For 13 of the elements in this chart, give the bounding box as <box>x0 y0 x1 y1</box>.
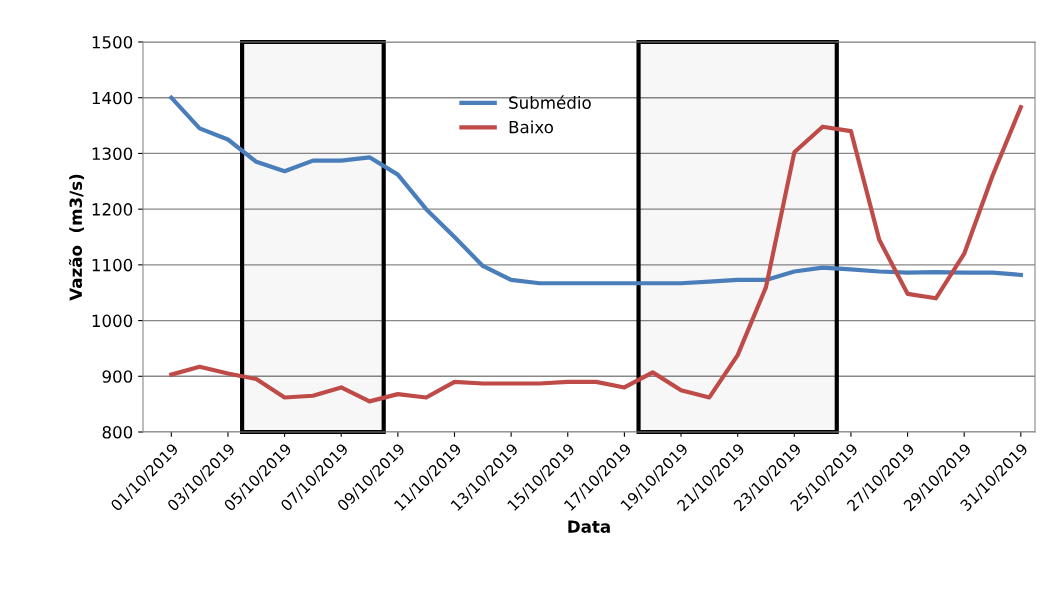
legend-label: Baixo <box>509 120 553 134</box>
y-tick-label: 1500 <box>92 35 133 49</box>
y-tick-label: 800 <box>102 425 133 439</box>
y-tick-label: 1300 <box>92 147 133 160</box>
y-tick-label: 900 <box>102 370 133 383</box>
y-axis-title: Vazão (m3/s) <box>68 174 85 301</box>
x-axis-title: Data <box>568 520 610 533</box>
line-series <box>169 95 1023 286</box>
y-tick-label: 1200 <box>92 203 133 216</box>
y-tick-label: 1000 <box>92 314 133 328</box>
y-tick-label: 1400 <box>92 91 133 105</box>
legend-label: Submédio <box>509 95 591 109</box>
y-tick-label: 1100 <box>92 258 133 272</box>
